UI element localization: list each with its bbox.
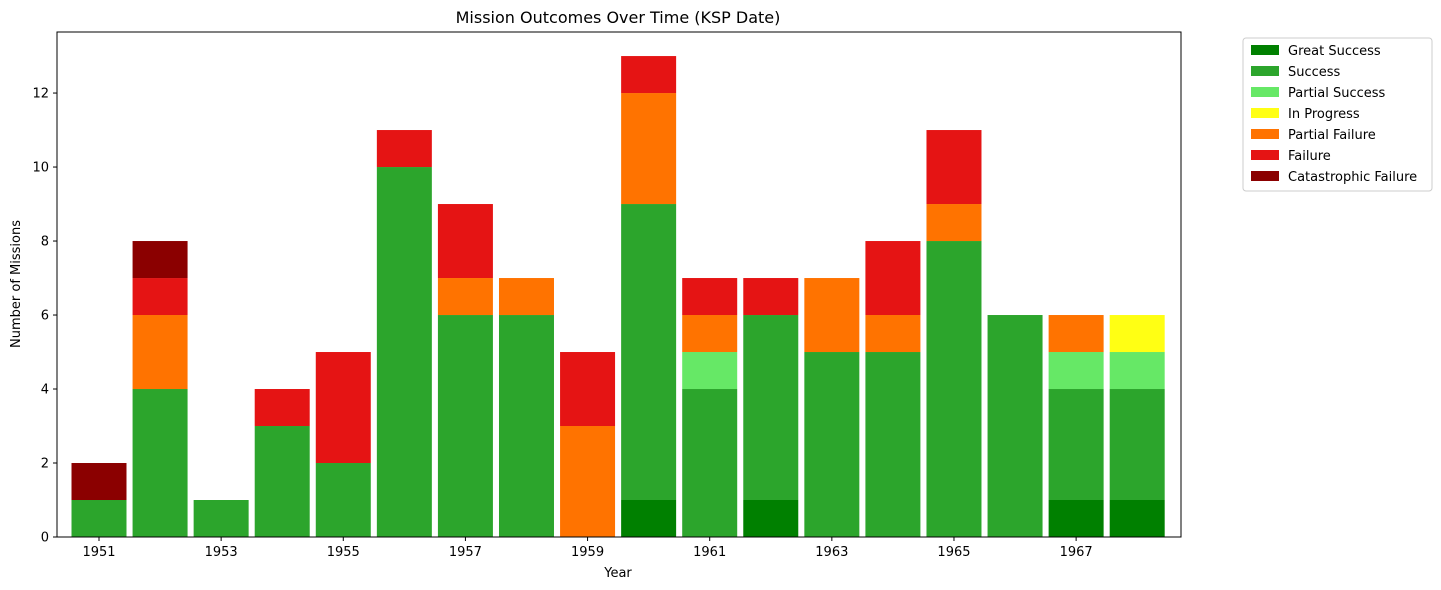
bar-1957-partial-failure bbox=[437, 278, 493, 316]
y-tick-label: 4 bbox=[41, 383, 49, 398]
y-tick-label: 2 bbox=[41, 457, 49, 472]
bar-1960-partial-failure bbox=[621, 93, 677, 205]
bar-1962-success bbox=[743, 315, 799, 500]
x-tick-label: 1967 bbox=[1060, 545, 1093, 560]
y-axis: 0 2 4 6 8 10 12 bbox=[32, 87, 57, 546]
bar-1958-success bbox=[498, 315, 554, 537]
bar-1960-success bbox=[621, 204, 677, 500]
bar-1968-partial-success bbox=[1109, 352, 1165, 390]
x-tick-label: 1955 bbox=[327, 545, 360, 560]
x-tick-label: 1959 bbox=[571, 545, 604, 560]
legend-swatch bbox=[1251, 108, 1279, 118]
bar-1961-partial-failure bbox=[682, 315, 738, 353]
bar-1966-success bbox=[987, 315, 1043, 537]
bar-1952-catastrophic-failure bbox=[132, 241, 188, 279]
bar-1958-partial-failure bbox=[498, 278, 554, 316]
y-axis-title: Number of Missions bbox=[9, 220, 24, 348]
y-tick-label: 12 bbox=[32, 87, 49, 102]
bar-1963-partial-failure bbox=[804, 278, 860, 353]
x-tick-label: 1965 bbox=[937, 545, 970, 560]
plot-frame bbox=[56, 31, 1182, 538]
legend-swatch bbox=[1251, 66, 1279, 76]
x-axis: 1951 1953 1955 1957 1959 1961 1963 1965 1967 bbox=[82, 537, 1093, 560]
legend-label: Partial Failure bbox=[1288, 128, 1376, 143]
bar-1965-failure bbox=[926, 130, 982, 205]
legend-label: Failure bbox=[1288, 149, 1331, 164]
bar-1963-success bbox=[804, 352, 860, 537]
y-tick-label: 0 bbox=[41, 531, 49, 546]
bar-1954-success bbox=[254, 426, 310, 537]
legend-swatch bbox=[1251, 150, 1279, 160]
bar-1956-failure bbox=[376, 130, 432, 168]
x-tick-label: 1953 bbox=[205, 545, 238, 560]
x-axis-title: Year bbox=[603, 566, 632, 581]
bar-1968-great-success bbox=[1109, 500, 1165, 537]
bar-1951-success bbox=[71, 500, 127, 537]
legend-label: Partial Success bbox=[1288, 86, 1386, 101]
legend-label: Catastrophic Failure bbox=[1288, 170, 1417, 185]
bar-1956-success bbox=[376, 167, 432, 538]
bar-1964-partial-failure bbox=[865, 315, 921, 353]
chart-title: Mission Outcomes Over Time (KSP Date) bbox=[456, 8, 781, 27]
x-tick-label: 1961 bbox=[693, 545, 726, 560]
bar-1964-success bbox=[865, 352, 921, 537]
bar-1952-success bbox=[132, 389, 188, 537]
bar-1955-success bbox=[315, 463, 371, 537]
bar-1967-success bbox=[1048, 389, 1104, 500]
y-tick-label: 6 bbox=[41, 309, 49, 324]
bar-1968-success bbox=[1109, 389, 1165, 500]
x-tick-label: 1957 bbox=[449, 545, 482, 560]
legend-swatch bbox=[1251, 129, 1279, 139]
bar-1967-great-success bbox=[1048, 500, 1104, 537]
bars-group bbox=[71, 56, 1165, 538]
bar-1962-great-success bbox=[743, 500, 799, 537]
y-tick-label: 10 bbox=[32, 161, 49, 176]
legend-swatch bbox=[1251, 87, 1279, 97]
bar-1959-partial-failure bbox=[560, 426, 616, 537]
bar-1960-failure bbox=[621, 56, 677, 94]
bar-1952-partial-failure bbox=[132, 315, 188, 390]
bar-1957-success bbox=[437, 315, 493, 537]
bar-1952-failure bbox=[132, 278, 188, 316]
bar-1961-failure bbox=[682, 278, 738, 316]
bar-1965-partial-failure bbox=[926, 204, 982, 242]
legend-swatch bbox=[1251, 45, 1279, 55]
legend-swatch bbox=[1251, 171, 1279, 181]
bar-1962-failure bbox=[743, 278, 799, 316]
legend: Great Success Success Partial Success In Pr… bbox=[1242, 37, 1433, 192]
bar-1968-in-progress bbox=[1109, 315, 1165, 353]
bar-1965-success bbox=[926, 241, 982, 537]
bar-1957-failure bbox=[437, 204, 493, 279]
x-tick-label: 1951 bbox=[82, 545, 115, 560]
bar-1964-failure bbox=[865, 241, 921, 316]
bar-1959-failure bbox=[560, 352, 616, 427]
x-tick-label: 1963 bbox=[815, 545, 848, 560]
bar-1955-failure bbox=[315, 352, 371, 464]
legend-label: Success bbox=[1288, 65, 1341, 80]
legend-box bbox=[1242, 37, 1433, 192]
bar-1967-partial-failure bbox=[1048, 315, 1104, 353]
y-tick-label: 8 bbox=[41, 235, 49, 250]
bar-1960-great-success bbox=[621, 500, 677, 537]
bar-1961-success bbox=[682, 389, 738, 537]
bar-1954-failure bbox=[254, 389, 310, 427]
legend-label: Great Success bbox=[1288, 44, 1381, 59]
bar-1967-partial-success bbox=[1048, 352, 1104, 390]
bar-1953-success bbox=[193, 500, 249, 537]
legend-label: In Progress bbox=[1288, 107, 1360, 122]
bar-1951-catastrophic-failure bbox=[71, 463, 127, 501]
bar-1961-partial-success bbox=[682, 352, 738, 390]
